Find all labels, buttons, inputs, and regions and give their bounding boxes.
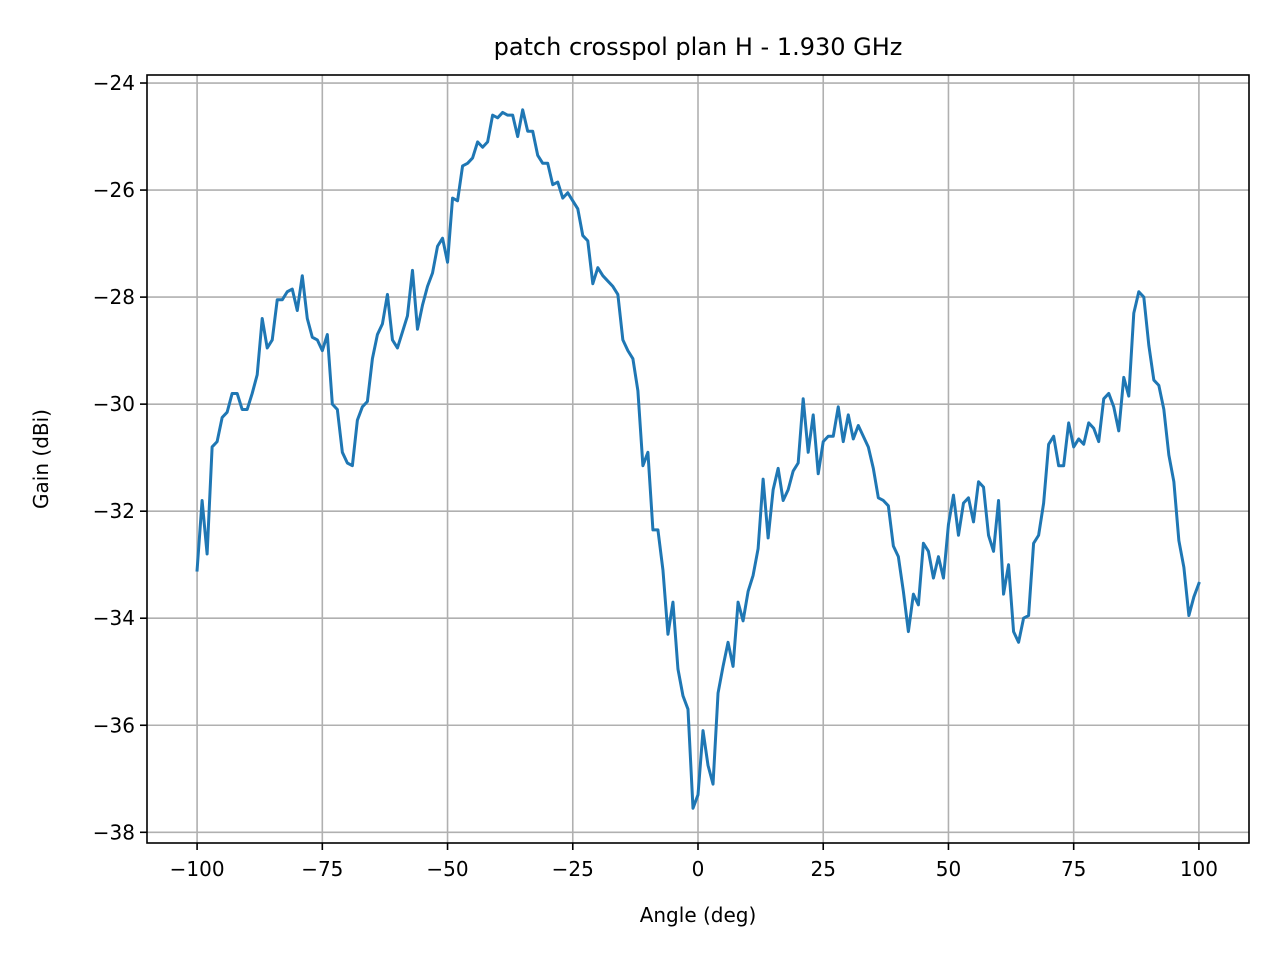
x-axis-label: Angle (deg) [640,903,757,927]
y-tick-label: −32 [93,499,135,523]
x-tick-label: −75 [301,857,343,881]
x-tick-label: 0 [692,857,705,881]
axis-ticks: −100 −75 −50 −25 0 25 50 75 100 −38 −36 −34 −32 −30 −2… [93,71,1218,881]
series-line-0 [195,108,1201,810]
y-tick-label: −24 [93,71,135,95]
y-tick-label: −34 [93,606,135,630]
x-tick-label: −25 [552,857,594,881]
x-tick-label: −50 [426,857,468,881]
y-tick-label: −38 [93,820,135,844]
y-axis-label: Gain (dBi) [29,409,53,509]
y-tick-label: −30 [93,392,135,416]
y-tick-label: −26 [93,178,135,202]
chart-title: patch crosspol plan H - 1.930 GHz [494,33,903,61]
y-tick-label: −28 [93,285,135,309]
y-tick-label: −36 [93,713,135,737]
series-layer [195,108,1201,810]
x-tick-label: 25 [811,857,836,881]
x-tick-label: 50 [936,857,961,881]
x-tick-label: −100 [170,857,225,881]
x-tick-label: 100 [1180,857,1218,881]
x-tick-label: 75 [1061,857,1086,881]
grid-lines [147,75,1249,843]
